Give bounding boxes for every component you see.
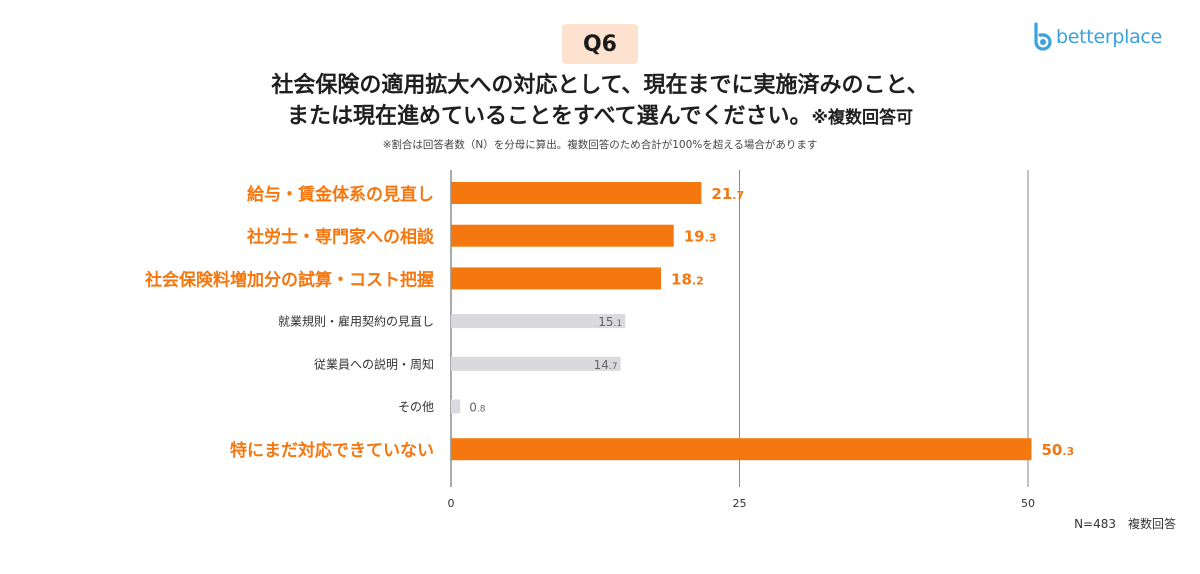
brand-logo: betterplace: [1030, 22, 1162, 52]
value-label-4: 14.7: [594, 358, 618, 372]
title-line-2: または現在進めていることをすべて選んでください。※複数回答可: [0, 101, 1200, 134]
value-label-2: 18.2: [671, 270, 704, 288]
value-label-3: 15.1: [598, 315, 622, 329]
logo-text: betterplace: [1056, 26, 1162, 48]
bar-0: [451, 182, 702, 204]
betterplace-logo-icon: [1034, 22, 1052, 51]
value-label-6: 50.3: [1041, 441, 1074, 459]
value-label-1: 19.3: [684, 228, 717, 246]
x-tick-label-0: 0: [448, 497, 455, 510]
category-label-6: 特にまだ対応できていない: [230, 440, 434, 461]
bar-6: [451, 438, 1032, 461]
category-label-3: 就業規則・雇用契約の見直し: [278, 314, 434, 329]
category-label-4: 従業員への説明・周知: [314, 356, 434, 371]
category-label-1: 社労士・専門家への相談: [246, 227, 435, 248]
value-label-0: 21.7: [711, 185, 744, 203]
title-suffix: ※複数回答可: [811, 108, 913, 128]
chart-title: 社会保険の適用拡大への対応として、現在までに実施済みのこと、 または現在進めてい…: [0, 70, 1200, 134]
title-line-2-text: または現在進めていることをすべて選んでください。: [286, 104, 812, 129]
bar-2: [451, 267, 662, 290]
sample-size-note: N=483 複数回答: [1074, 517, 1176, 531]
x-tick-label-25: 25: [733, 497, 747, 510]
bar-5: [451, 399, 461, 414]
title-line-1: 社会保険の適用拡大への対応として、現在までに実施済みのこと、: [271, 73, 929, 98]
bar-1: [451, 224, 674, 247]
x-tick-label-50: 50: [1021, 497, 1035, 510]
question-badge: Q6: [562, 24, 638, 64]
value-label-5: 0.8: [469, 401, 486, 415]
category-label-0: 給与・賃金体系の見直し: [247, 184, 434, 205]
bar-3: [451, 314, 626, 329]
category-label-5: その他: [398, 400, 434, 414]
category-label-2: 社会保険料増加分の試算・コスト把握: [144, 269, 434, 290]
chart-note: ※割合は回答者数（N）を分母に算出。複数回答のため合計が100%を超える場合があ…: [382, 139, 818, 151]
bar-4: [451, 356, 621, 371]
